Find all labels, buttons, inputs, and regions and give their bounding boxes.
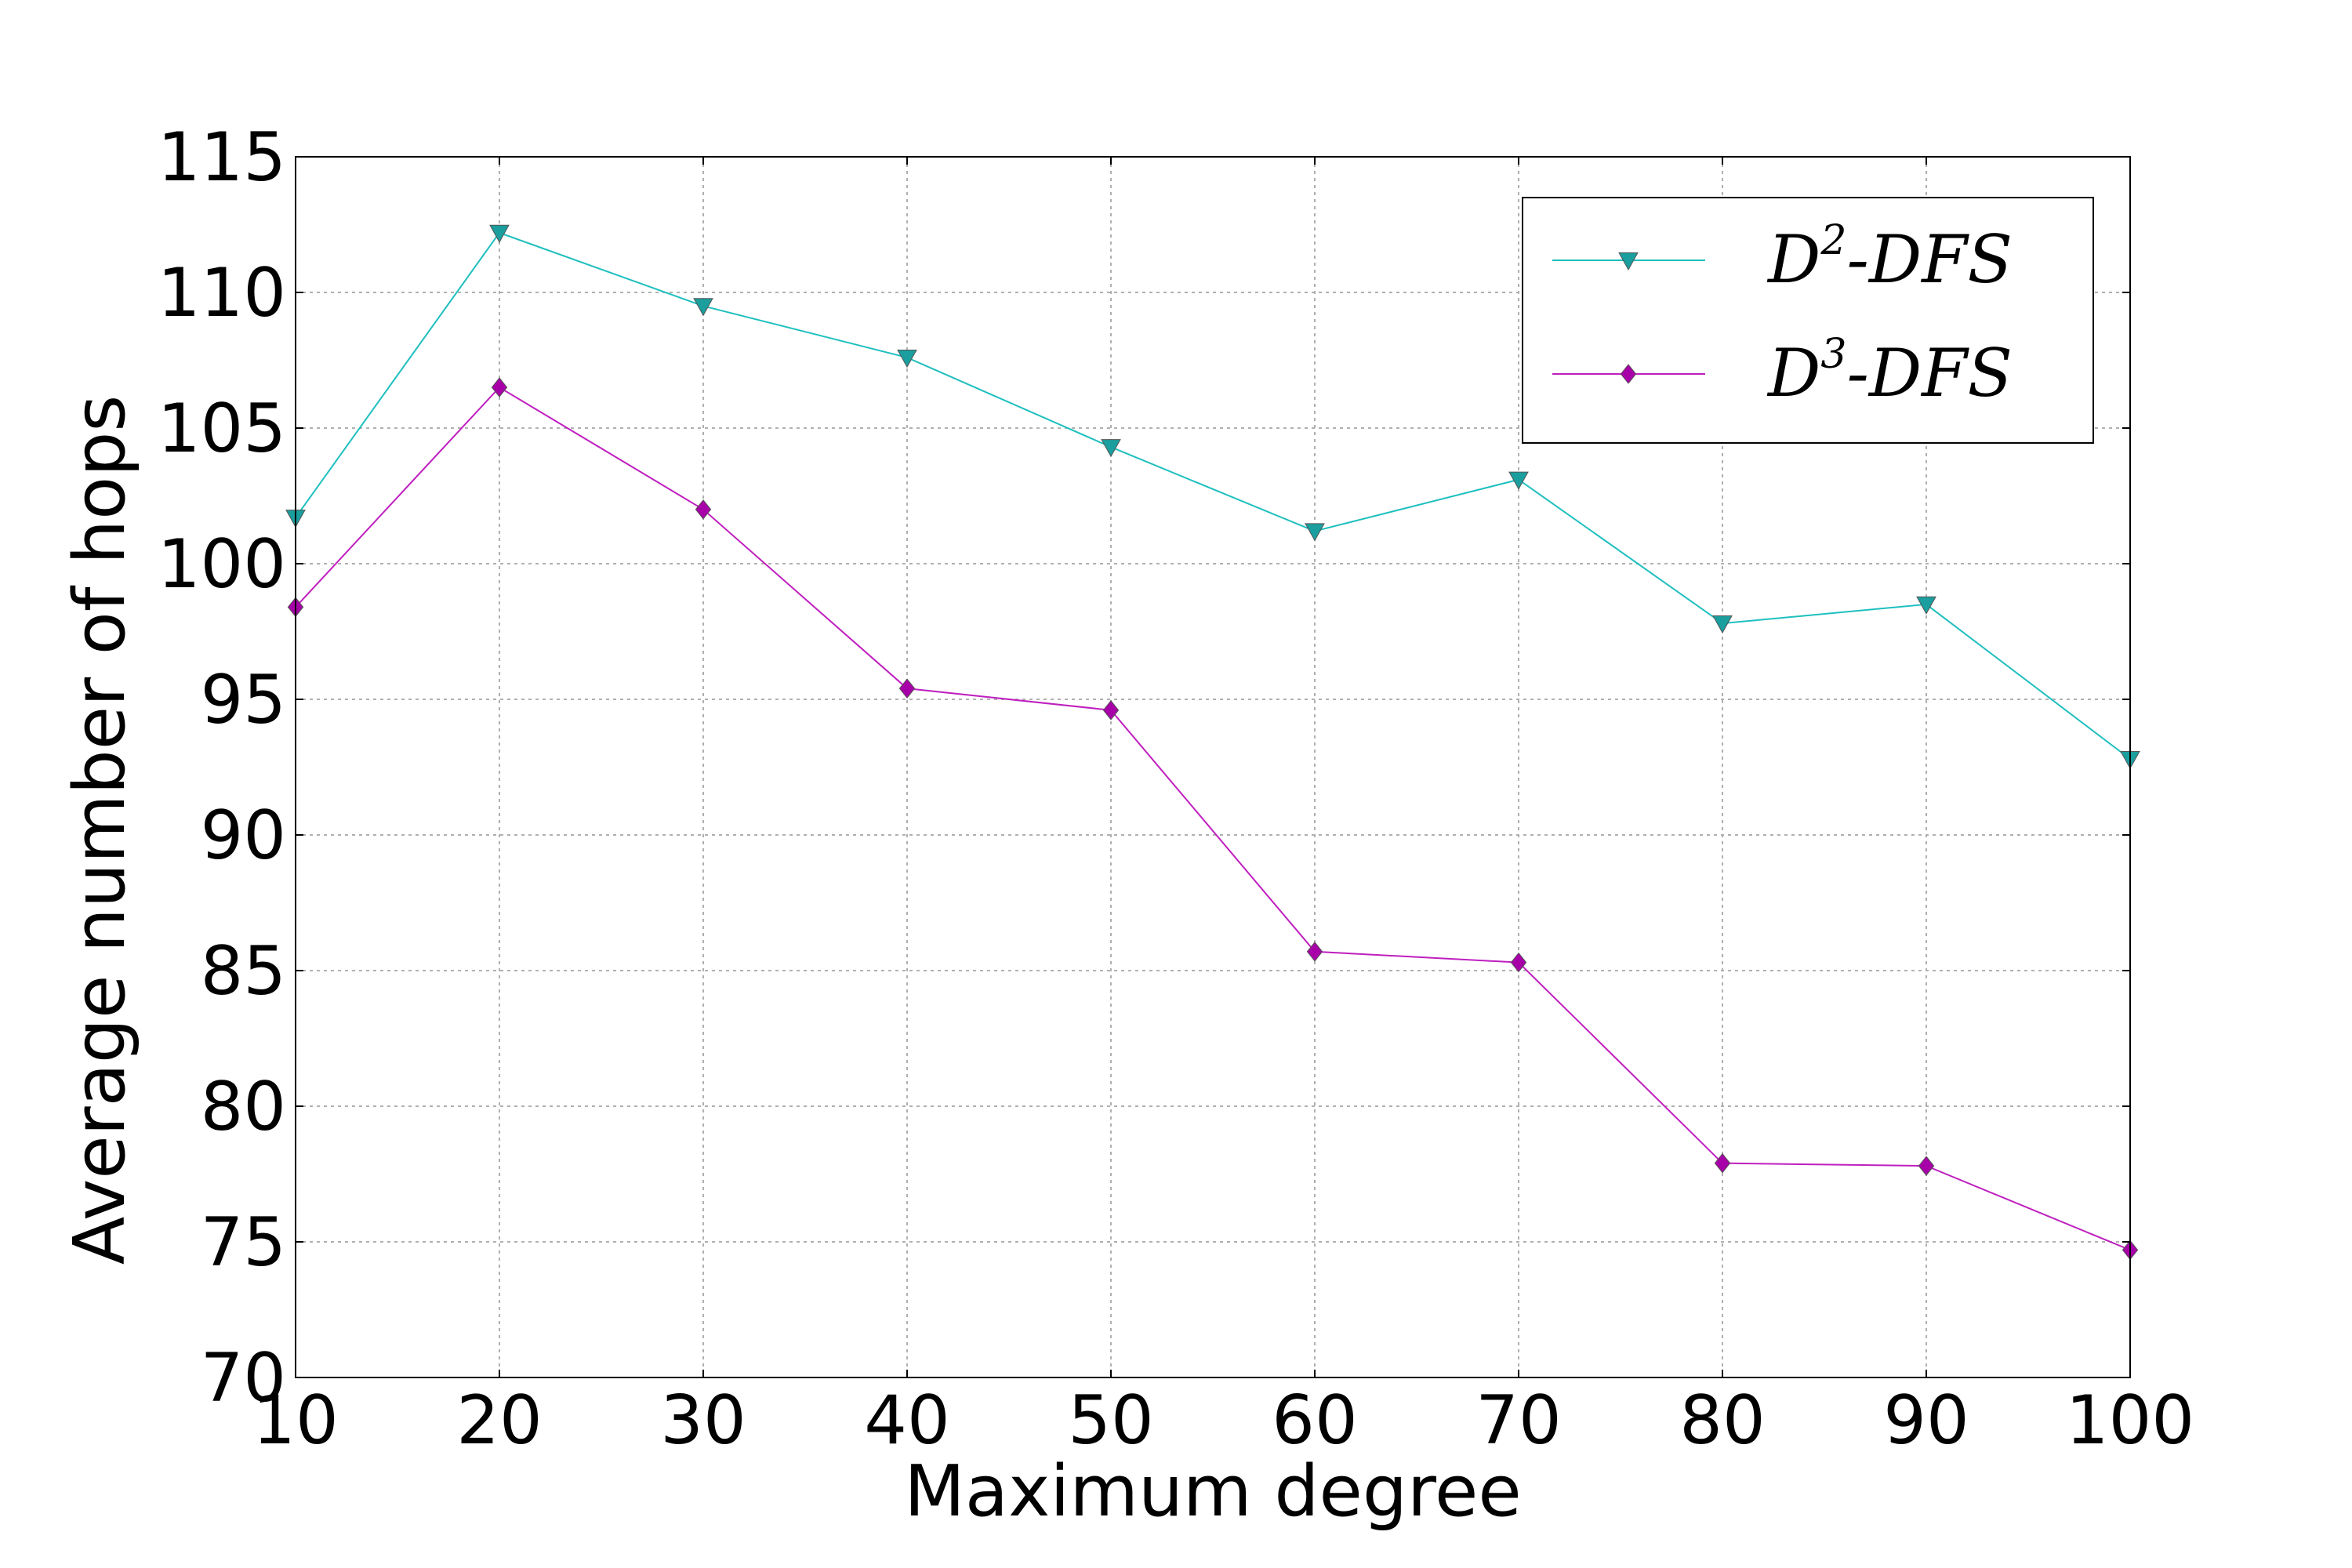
y-tick-label: 90: [201, 797, 286, 875]
x-tick-label: 40: [864, 1381, 949, 1460]
series-2: [287, 377, 2139, 1261]
data-point: [897, 349, 917, 368]
y-tick-label: 70: [201, 1339, 286, 1417]
x-tick-label: 30: [660, 1381, 746, 1460]
plot-frame: [295, 156, 2131, 1378]
legend-item-1: D2-DFS: [1552, 217, 2013, 298]
data-point: [491, 377, 508, 397]
x-tick-label: 10: [252, 1381, 338, 1460]
legend-item-2: D3-DFS: [1552, 331, 2013, 412]
legend-box: [1522, 197, 2094, 444]
data-point: [1305, 523, 1325, 542]
data-point: [1306, 941, 1323, 962]
data-point: [1712, 615, 1733, 634]
x-axis-label: Maximum degree: [904, 1450, 1521, 1533]
y-tick-label: 100: [158, 525, 286, 604]
series-line: [295, 231, 2131, 760]
x-tick-label: 80: [1679, 1381, 1765, 1460]
y-tick-label: 75: [201, 1203, 286, 1282]
y-tick-label: 115: [158, 118, 286, 197]
data-point: [489, 224, 510, 243]
data-point: [898, 678, 916, 699]
legend-label: D2-DFS: [1766, 217, 2013, 298]
data-point: [1916, 596, 1936, 615]
data-point: [695, 499, 712, 520]
tick-labels: 10 20 30 40 50 60 70 80 90 100 70 75 80 85 90 95 100 105 1…: [158, 118, 2194, 1460]
legend-marker: [1620, 364, 1637, 384]
data-point: [1102, 700, 1120, 720]
x-tick-label: 100: [2066, 1381, 2194, 1460]
data-point: [1101, 439, 1121, 458]
x-tick-label: 70: [1475, 1381, 1561, 1460]
x-tick-label: 90: [1883, 1381, 1969, 1460]
y-tick-label: 80: [201, 1068, 286, 1146]
x-tick-label: 60: [1272, 1381, 1357, 1460]
y-tick-label: 110: [158, 254, 286, 332]
legend: D2-DFS D3-DFS: [1522, 197, 2094, 444]
series-line: [295, 386, 2131, 1251]
data-point: [1714, 1152, 1731, 1174]
y-tick-label: 95: [201, 661, 286, 739]
y-tick-label: 85: [201, 932, 286, 1011]
x-tick-label: 20: [456, 1381, 542, 1460]
x-tick-label: 50: [1068, 1381, 1153, 1460]
legend-marker: [1618, 252, 1639, 271]
data-point: [693, 298, 713, 317]
legend-label: D3-DFS: [1766, 331, 2013, 412]
data-point: [1918, 1156, 1935, 1176]
data-point: [1510, 952, 1527, 973]
data-point: [1508, 471, 1529, 490]
y-axis-label: Average number of hops: [59, 395, 141, 1265]
y-tick-label: 105: [158, 390, 286, 468]
